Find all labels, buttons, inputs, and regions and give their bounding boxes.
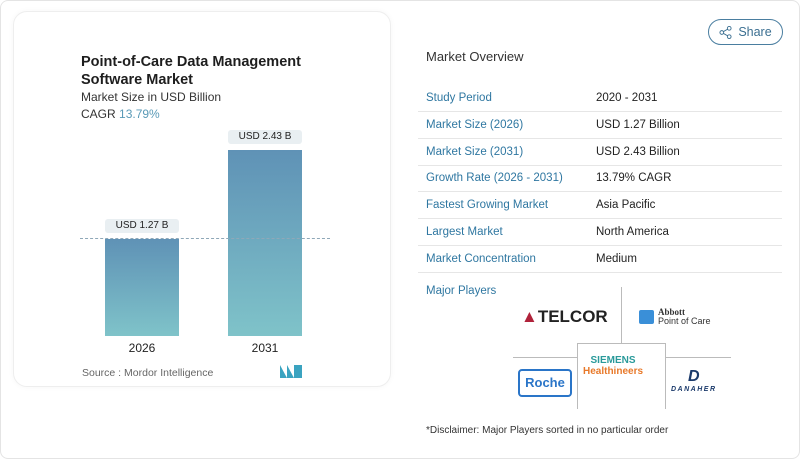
row-value: 2020 - 2031 bbox=[596, 92, 658, 104]
cagr-value: 13.79% bbox=[119, 107, 160, 121]
source: Source : Mordor Intelligence bbox=[82, 367, 214, 379]
logo-roche: Roche bbox=[518, 369, 572, 397]
row-value: 13.79% CAGR bbox=[596, 172, 672, 185]
row-label: Fastest Growing Market bbox=[426, 199, 549, 212]
overview-row: Market Concentration Medium bbox=[418, 246, 782, 273]
row-value: USD 2.43 Billion bbox=[596, 145, 680, 158]
row-value: Medium bbox=[596, 252, 637, 265]
reference-line bbox=[80, 238, 330, 239]
row-label: Market Size (2026) bbox=[426, 118, 524, 131]
logo-siemens-healthineers: SIEMENS Healthineers bbox=[583, 355, 644, 377]
row-label: Largest Market bbox=[426, 226, 503, 238]
row-label: Market Concentration bbox=[426, 252, 536, 265]
row-label: Market Size (2031) bbox=[426, 145, 524, 158]
overview-row: Largest Market North America bbox=[418, 219, 782, 246]
overview-title: Market Overview bbox=[426, 49, 524, 64]
share-icon bbox=[719, 25, 732, 39]
major-players-title: Major Players bbox=[426, 285, 497, 297]
share-label: Share bbox=[738, 25, 772, 39]
x-tick-label: 2026 bbox=[128, 341, 156, 355]
bar-2031 bbox=[228, 150, 302, 336]
row-label: Growth Rate (2026 - 2031) bbox=[426, 172, 563, 185]
cagr-label: CAGR bbox=[81, 107, 116, 121]
chart-card bbox=[13, 11, 391, 387]
overview-row: Market Size (2026) USD 1.27 Billion bbox=[418, 112, 782, 139]
data-label: USD 2.43 B bbox=[228, 130, 302, 144]
mordor-logo-icon bbox=[280, 365, 302, 378]
row-label: Study Period bbox=[426, 92, 492, 104]
overview-row: Study Period 2020 - 2031 bbox=[418, 85, 782, 112]
share-button[interactable]: Share bbox=[708, 19, 783, 45]
overview-row: Fastest Growing Market Asia Pacific bbox=[418, 192, 782, 220]
logo-danaher: D DANAHER bbox=[671, 368, 717, 393]
disclaimer: *Disclaimer: Major Players sorted in no … bbox=[426, 425, 669, 436]
data-label: USD 1.27 B bbox=[105, 218, 179, 233]
overview-row: Market Size (2031) USD 2.43 Billion bbox=[418, 139, 782, 166]
bar-2026 bbox=[105, 238, 179, 336]
logo-abbott: Abbott Point of Care bbox=[639, 308, 711, 326]
logo-atelcor: ▲TELCOR bbox=[521, 307, 608, 326]
row-value: North America bbox=[596, 226, 669, 238]
x-tick-label: 2031 bbox=[251, 341, 279, 355]
chart-subtitle: Market Size in USD Billion bbox=[81, 90, 222, 104]
row-value: USD 1.27 Billion bbox=[596, 118, 680, 131]
cagr: CAGR 13.79% bbox=[81, 107, 160, 121]
chart-title: Point-of-Care Data Management Software M… bbox=[81, 54, 301, 88]
overview-row: Growth Rate (2026 - 2031) 13.79% CAGR bbox=[418, 165, 782, 193]
row-value: Asia Pacific bbox=[596, 199, 656, 212]
